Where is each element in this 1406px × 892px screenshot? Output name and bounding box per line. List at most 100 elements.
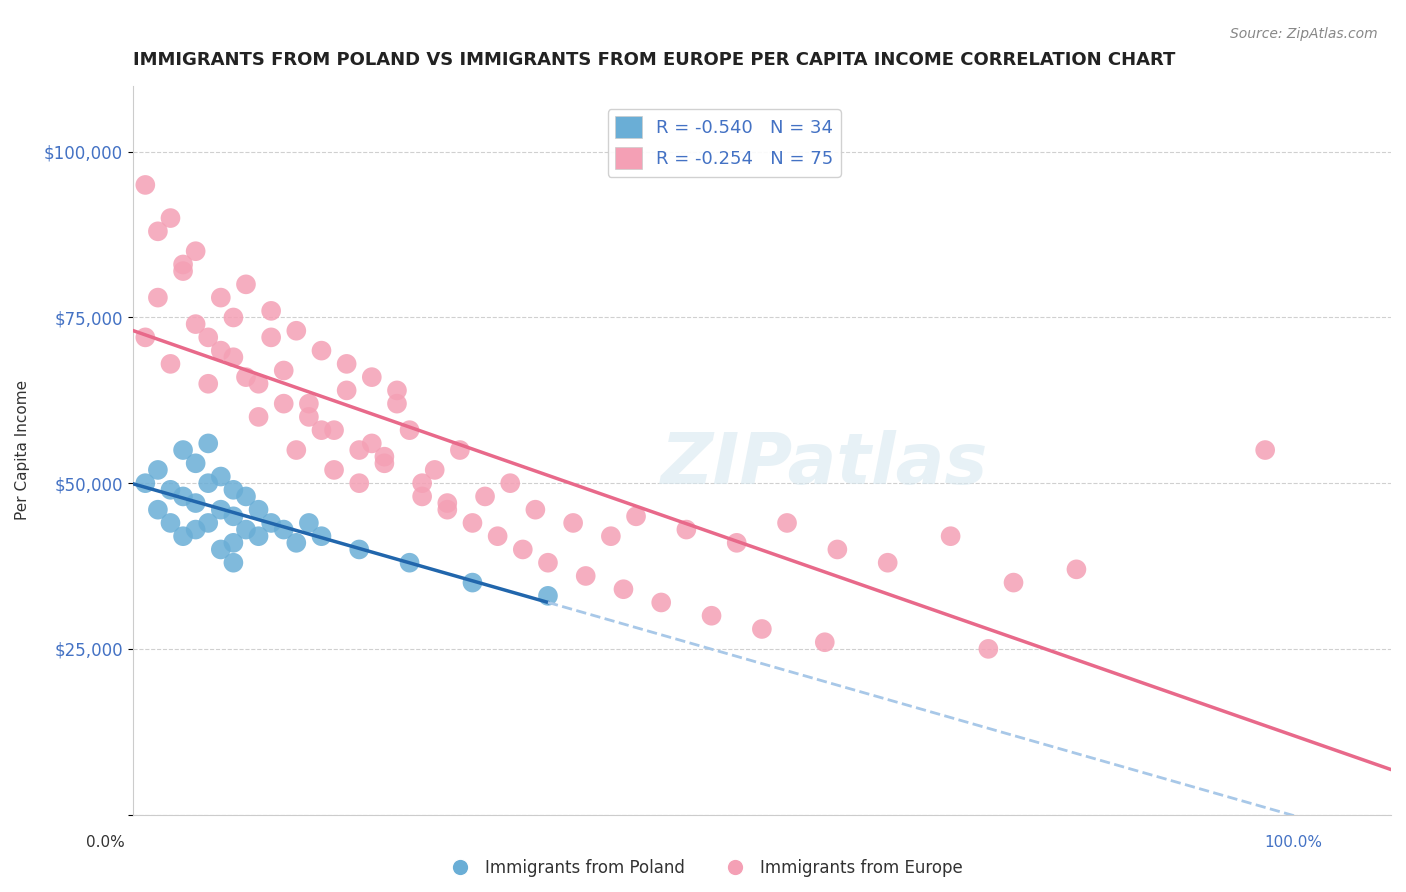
Point	[285, 536, 308, 550]
Text: 0.0%: 0.0%	[86, 836, 125, 850]
Point	[209, 291, 232, 305]
Y-axis label: Per Capita Income: Per Capita Income	[15, 380, 30, 520]
Point	[159, 483, 181, 497]
Point	[436, 496, 458, 510]
Point	[624, 509, 647, 524]
Point	[612, 582, 634, 597]
Point	[311, 343, 333, 358]
Point	[814, 635, 837, 649]
Point	[423, 463, 446, 477]
Point	[134, 476, 156, 491]
Point	[235, 277, 257, 292]
Point	[197, 516, 219, 530]
Point	[184, 317, 207, 331]
Point	[285, 324, 308, 338]
Point	[436, 502, 458, 516]
Point	[398, 556, 420, 570]
Point	[751, 622, 773, 636]
Point	[347, 476, 370, 491]
Point	[562, 516, 585, 530]
Text: Source: ZipAtlas.com: Source: ZipAtlas.com	[1230, 27, 1378, 41]
Point	[159, 211, 181, 225]
Point	[298, 516, 321, 530]
Point	[146, 463, 169, 477]
Point	[134, 178, 156, 192]
Point	[222, 351, 245, 365]
Point	[336, 357, 359, 371]
Point	[776, 516, 799, 530]
Point	[172, 264, 194, 278]
Point	[197, 330, 219, 344]
Point	[398, 423, 420, 437]
Point	[209, 469, 232, 483]
Point	[172, 257, 194, 271]
Point	[323, 463, 346, 477]
Point	[827, 542, 849, 557]
Text: 100.0%: 100.0%	[1264, 836, 1323, 850]
Point	[411, 476, 433, 491]
Point	[512, 542, 534, 557]
Point	[461, 575, 484, 590]
Point	[146, 224, 169, 238]
Point	[197, 476, 219, 491]
Point	[197, 436, 219, 450]
Legend: Immigrants from Poland, Immigrants from Europe: Immigrants from Poland, Immigrants from …	[437, 853, 969, 884]
Point	[209, 502, 232, 516]
Point	[247, 409, 270, 424]
Point	[575, 569, 598, 583]
Point	[146, 291, 169, 305]
Point	[247, 376, 270, 391]
Point	[373, 456, 395, 470]
Point	[347, 542, 370, 557]
Point	[235, 523, 257, 537]
Point	[449, 443, 471, 458]
Point	[222, 509, 245, 524]
Point	[172, 490, 194, 504]
Point	[184, 244, 207, 259]
Text: ZIPatlas: ZIPatlas	[661, 430, 988, 500]
Point	[461, 516, 484, 530]
Point	[385, 397, 408, 411]
Point	[939, 529, 962, 543]
Point	[675, 523, 697, 537]
Point	[260, 330, 283, 344]
Point	[260, 516, 283, 530]
Point	[222, 310, 245, 325]
Point	[725, 536, 748, 550]
Point	[323, 423, 346, 437]
Point	[222, 556, 245, 570]
Point	[347, 443, 370, 458]
Point	[235, 490, 257, 504]
Point	[411, 490, 433, 504]
Point	[146, 502, 169, 516]
Point	[700, 608, 723, 623]
Point	[311, 529, 333, 543]
Point	[247, 502, 270, 516]
Point	[1002, 575, 1025, 590]
Point	[247, 529, 270, 543]
Point	[499, 476, 522, 491]
Point	[222, 483, 245, 497]
Point	[235, 370, 257, 384]
Text: IMMIGRANTS FROM POLAND VS IMMIGRANTS FROM EUROPE PER CAPITA INCOME CORRELATION C: IMMIGRANTS FROM POLAND VS IMMIGRANTS FRO…	[132, 51, 1175, 69]
Point	[172, 443, 194, 458]
Point	[1066, 562, 1088, 576]
Point	[184, 523, 207, 537]
Point	[599, 529, 621, 543]
Point	[977, 641, 1000, 656]
Point	[222, 536, 245, 550]
Point	[1254, 443, 1277, 458]
Point	[650, 595, 672, 609]
Point	[385, 384, 408, 398]
Point	[298, 409, 321, 424]
Point	[273, 523, 295, 537]
Point	[298, 397, 321, 411]
Point	[876, 556, 898, 570]
Point	[336, 384, 359, 398]
Point	[474, 490, 496, 504]
Point	[486, 529, 509, 543]
Point	[273, 397, 295, 411]
Point	[209, 542, 232, 557]
Point	[184, 456, 207, 470]
Point	[285, 443, 308, 458]
